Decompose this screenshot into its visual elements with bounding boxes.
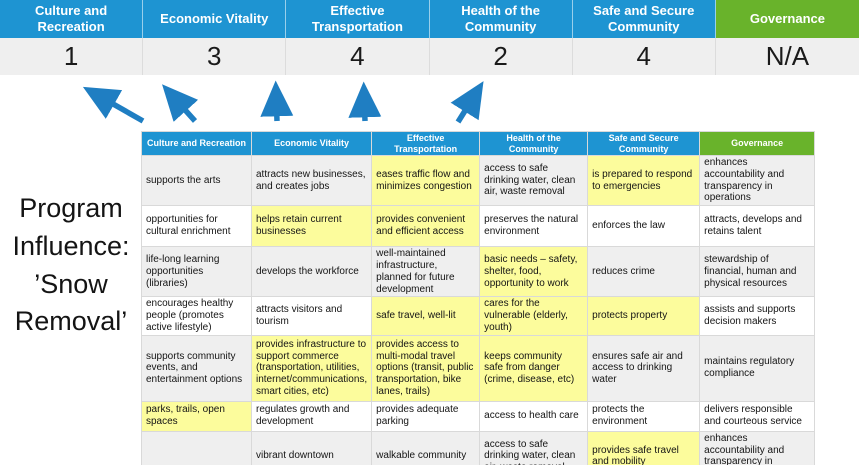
matrix-header-row: Culture and Recreation Economic Vitality E… — [141, 131, 816, 156]
matrix-row: encourages healthy people (promotes acti… — [141, 296, 816, 336]
summary-score-cell: N/A — [715, 38, 859, 75]
matrix-cell: provides safe travel and mobility — [587, 430, 701, 465]
summary-score-cell: 4 — [572, 38, 716, 75]
matrix-cell: protects property — [587, 296, 701, 336]
arrow-up-icon — [162, 84, 199, 123]
matrix-cell: eases traffic flow and minimizes congest… — [371, 154, 481, 207]
matrix-header-cell: Safe and Secure Community — [587, 131, 701, 156]
matrix-cell: protects the environment — [587, 400, 701, 432]
matrix-cell — [141, 430, 252, 465]
matrix-cell: reduces crime — [587, 246, 701, 298]
arrow-up-icon — [82, 86, 145, 124]
summary-header-cell: Economic Vitality — [143, 0, 287, 38]
matrix-header-cell: Effective Transportation — [371, 131, 481, 156]
matrix-cell: life-long learning opportunities (librar… — [141, 246, 252, 298]
matrix-cell: enhances accountability and transparency… — [699, 430, 816, 465]
summary-score-cell: 1 — [0, 38, 144, 75]
summary-header-cell: Governance — [715, 0, 859, 38]
matrix-header-cell: Economic Vitality — [250, 131, 373, 156]
matrix-row: vibrant downtown walkable community access… — [141, 430, 816, 465]
summary-score-row: 1 3 4 2 4 N/A — [0, 38, 859, 75]
summary-header-cell: Effective Transportation — [286, 0, 430, 38]
matrix-cell: access to health care — [479, 400, 589, 432]
summary-score-cell: 2 — [429, 38, 573, 75]
matrix-cell: regulates growth and development — [250, 400, 373, 432]
matrix-cell: supports community events, and entertain… — [141, 334, 252, 402]
summary-score-cell: 3 — [143, 38, 287, 75]
matrix-cell: maintains regulatory compliance — [699, 334, 816, 402]
summary-score-cell: 4 — [286, 38, 430, 75]
matrix-cell: delivers responsible and courteous servi… — [699, 400, 816, 432]
summary-header-row: Culture and Recreation Economic Vitality E… — [0, 0, 859, 38]
matrix-cell: parks, trails, open spaces — [141, 400, 252, 432]
matrix-cell: cares for the vulnerable (elderly, youth… — [479, 296, 589, 336]
matrix-cell: walkable community — [371, 430, 481, 465]
matrix-row: supports the arts attracts new businesses… — [141, 154, 816, 207]
matrix-cell: opportunities for cultural enrichment — [141, 205, 252, 248]
matrix-cell: encourages healthy people (promotes acti… — [141, 296, 252, 336]
matrix-row: supports community events, and entertain… — [141, 334, 816, 402]
matrix-cell: vibrant downtown — [250, 430, 373, 465]
matrix-body: supports the arts attracts new businesses… — [141, 154, 816, 465]
matrix-row: opportunities for cultural enrichment hel… — [141, 205, 816, 248]
matrix-header-cell: Governance — [699, 131, 816, 156]
matrix-cell: safe travel, well-lit — [371, 296, 481, 336]
summary-header-cell: Health of the Community — [429, 0, 573, 38]
arrow-up-icon — [450, 81, 484, 124]
matrix-cell: basic needs – safety, shelter, food, opp… — [479, 246, 589, 298]
matrix-cell: enforces the law — [587, 205, 701, 248]
matrix-cell: provides access to multi-modal travel op… — [371, 334, 481, 402]
matrix-cell: provides convenient and efficient access — [371, 205, 481, 248]
matrix-cell: enhances accountability and transparency… — [699, 154, 816, 207]
matrix-cell: keeps community safe from danger (crime,… — [479, 334, 589, 402]
matrix-cell: supports the arts — [141, 154, 252, 207]
matrix-row: parks, trails, open spaces regulates grow… — [141, 400, 816, 432]
matrix-cell: provides infrastructure to support comme… — [250, 334, 373, 402]
program-influence-matrix: Culture and Recreation Economic Vitality E… — [141, 131, 816, 465]
matrix-cell: well-maintained infrastructure, planned … — [371, 246, 481, 298]
matrix-cell: access to safe drinking water, clean air… — [479, 430, 589, 465]
summary-header-cell: Safe and Secure Community — [572, 0, 716, 38]
matrix-cell: attracts, develops and retains talent — [699, 205, 816, 248]
matrix-cell: stewardship of financial, human and phys… — [699, 246, 816, 298]
matrix-cell: access to safe drinking water, clean air… — [479, 154, 589, 207]
matrix-header-cell: Health of the Community — [479, 131, 589, 156]
page-title: Program Influence: ’Snow Removal’ — [12, 193, 130, 337]
matrix-cell: attracts visitors and tourism — [250, 296, 373, 336]
matrix-cell: helps retain current businesses — [250, 205, 373, 248]
score-summary-band: Culture and Recreation Economic Vitality E… — [0, 0, 859, 75]
arrow-up-icon — [260, 80, 294, 122]
matrix-cell: attracts new businesses, and creates job… — [250, 154, 373, 207]
matrix-cell: provides adequate parking — [371, 400, 481, 432]
matrix-row: life-long learning opportunities (librar… — [141, 246, 816, 298]
matrix-cell: develops the workforce — [250, 246, 373, 298]
matrix-cell: assists and supports decision makers — [699, 296, 816, 336]
arrow-up-icon — [348, 81, 382, 122]
summary-header-cell: Culture and Recreation — [0, 0, 144, 38]
matrix-header-cell: Culture and Recreation — [141, 131, 252, 156]
matrix-cell: is prepared to respond to emergencies — [587, 154, 701, 207]
matrix-cell: preserves the natural environment — [479, 205, 589, 248]
matrix-cell: ensures safe air and access to drinking … — [587, 334, 701, 402]
